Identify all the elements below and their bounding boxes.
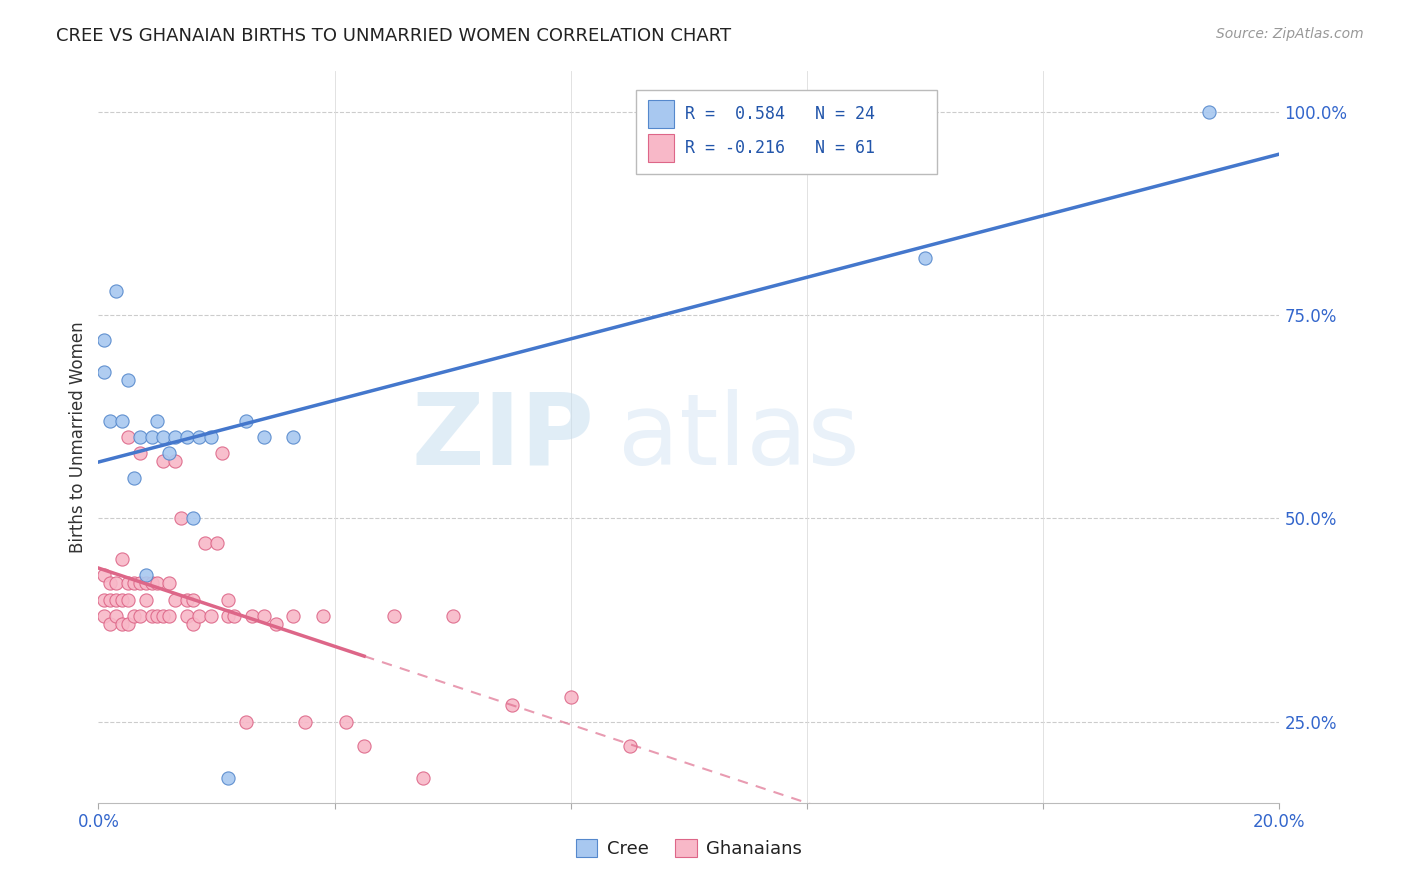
Point: [176, 592, 198, 607]
Point: [128, 608, 150, 623]
Point: [141, 576, 163, 591]
Point: [111, 552, 134, 566]
Point: [152, 454, 174, 468]
Point: [141, 430, 163, 444]
Point: [176, 430, 198, 444]
Point: [157, 446, 180, 460]
Point: [98, 592, 121, 607]
Point: [105, 576, 128, 591]
Point: [200, 430, 222, 444]
Point: [135, 592, 157, 607]
Point: [181, 592, 204, 607]
Point: [122, 576, 145, 591]
Point: [152, 608, 174, 623]
Point: [217, 592, 239, 607]
Point: [135, 576, 157, 591]
Point: [200, 608, 222, 623]
Point: [170, 511, 193, 525]
Point: [501, 698, 523, 713]
Text: atlas: atlas: [619, 389, 859, 485]
Y-axis label: Births to Unmarried Women: Births to Unmarried Women: [69, 321, 87, 553]
Point: [181, 617, 204, 632]
Point: [157, 576, 180, 591]
Text: CREE VS GHANAIAN BIRTHS TO UNMARRIED WOMEN CORRELATION CHART: CREE VS GHANAIAN BIRTHS TO UNMARRIED WOM…: [56, 27, 731, 45]
Point: [157, 608, 180, 623]
Point: [294, 714, 316, 729]
Point: [312, 608, 335, 623]
Point: [224, 608, 246, 623]
Point: [217, 608, 239, 623]
FancyBboxPatch shape: [636, 90, 936, 174]
Text: ZIP: ZIP: [412, 389, 595, 485]
Point: [128, 446, 150, 460]
Point: [98, 576, 121, 591]
Point: [194, 535, 217, 549]
Point: [105, 608, 128, 623]
Point: [105, 592, 128, 607]
Point: [211, 446, 233, 460]
Point: [152, 430, 174, 444]
Point: [560, 690, 582, 705]
Point: [353, 739, 375, 753]
Point: [283, 430, 305, 444]
Point: [117, 617, 139, 632]
Point: [176, 608, 198, 623]
Legend: Cree, Ghanaians: Cree, Ghanaians: [567, 830, 811, 867]
Point: [235, 414, 257, 428]
Point: [122, 608, 145, 623]
Point: [146, 414, 169, 428]
Point: [93, 592, 115, 607]
Point: [98, 414, 121, 428]
Point: [117, 576, 139, 591]
Point: [181, 511, 204, 525]
Point: [93, 333, 115, 347]
Point: [111, 592, 134, 607]
Point: [105, 284, 128, 298]
Point: [165, 454, 187, 468]
Point: [93, 568, 115, 582]
Point: [412, 772, 434, 786]
Bar: [648, 135, 673, 162]
Point: [141, 608, 163, 623]
Point: [264, 617, 287, 632]
Point: [135, 568, 157, 582]
Text: Source: ZipAtlas.com: Source: ZipAtlas.com: [1216, 27, 1364, 41]
Point: [111, 414, 134, 428]
Point: [187, 430, 209, 444]
Point: [441, 608, 464, 623]
Bar: [648, 100, 673, 128]
Point: [217, 772, 239, 786]
Point: [619, 739, 641, 753]
Point: [1198, 105, 1220, 120]
Point: [253, 430, 276, 444]
Point: [146, 608, 169, 623]
Point: [205, 535, 228, 549]
Point: [128, 430, 150, 444]
Point: [235, 714, 257, 729]
Point: [117, 373, 139, 387]
Point: [283, 608, 305, 623]
Point: [117, 430, 139, 444]
Point: [128, 576, 150, 591]
Point: [240, 608, 263, 623]
Point: [335, 714, 357, 729]
Point: [253, 608, 276, 623]
Point: [382, 608, 405, 623]
Point: [93, 608, 115, 623]
Point: [98, 617, 121, 632]
Point: [117, 592, 139, 607]
Point: [93, 365, 115, 379]
Point: [122, 471, 145, 485]
Text: R = -0.216   N = 61: R = -0.216 N = 61: [685, 139, 876, 157]
Point: [165, 430, 187, 444]
Point: [187, 608, 209, 623]
Point: [914, 252, 936, 266]
Point: [111, 617, 134, 632]
Text: R =  0.584   N = 24: R = 0.584 N = 24: [685, 104, 876, 123]
Point: [165, 592, 187, 607]
Point: [146, 576, 169, 591]
